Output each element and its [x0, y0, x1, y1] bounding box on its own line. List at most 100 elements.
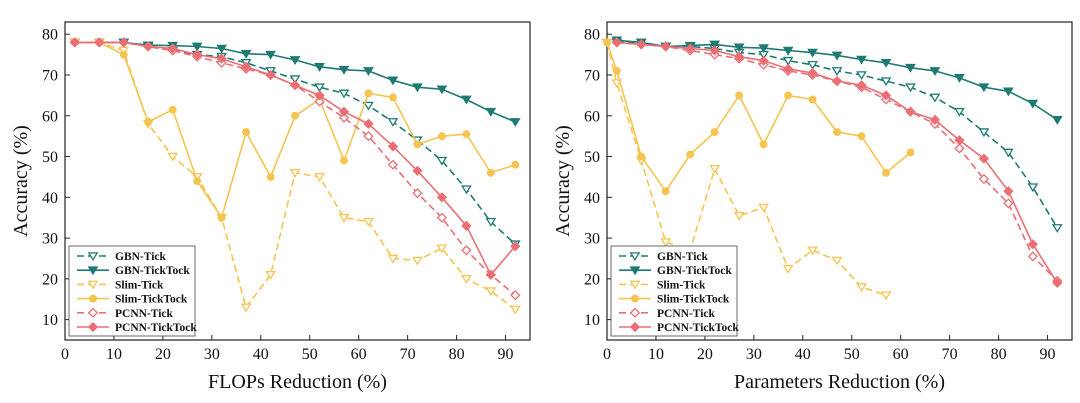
- data-point-slim-tick: [265, 270, 276, 280]
- data-point-slim-tick: [314, 173, 325, 182]
- data-point-pcnn-tick: [436, 212, 448, 223]
- data-point-slim-ticktock: [437, 132, 446, 141]
- data-point-gbn-tick: [436, 156, 448, 166]
- legend-marker-slim-tick: [629, 280, 641, 290]
- legend-marker-gbn-ticktock: [629, 266, 641, 276]
- legend-marker-gbn-ticktock: [87, 266, 99, 276]
- data-point-slim-ticktock: [217, 213, 226, 222]
- data-point-gbn-ticktock: [436, 85, 448, 95]
- data-point-slim-ticktock: [413, 140, 422, 149]
- data-point-gbn-ticktock: [412, 83, 423, 93]
- data-point-pcnn-ticktock: [510, 241, 521, 252]
- data-point-gbn-ticktock: [831, 51, 843, 61]
- data-point-gbn-ticktock: [709, 40, 721, 50]
- data-point-gbn-tick: [338, 89, 350, 99]
- data-point-slim-ticktock: [735, 91, 744, 100]
- legend-marker-pcnn-tick: [629, 307, 641, 318]
- data-point-pcnn-ticktock: [636, 39, 647, 50]
- data-point-gbn-ticktock: [856, 55, 867, 65]
- data-point-pcnn-tick: [314, 96, 325, 107]
- series-slim-ticktock: [603, 38, 915, 196]
- data-point-pcnn-tick: [387, 159, 399, 170]
- x-tick-label: 40: [253, 346, 269, 363]
- data-point-gbn-tick: [905, 83, 916, 93]
- legend-label-slim-tick: Slim-Tick: [115, 279, 164, 291]
- legend-label-slim-ticktock: Slim-TickTock: [115, 294, 188, 306]
- series-line-slim-ticktock: [606, 42, 912, 192]
- legend-label-pcnn-ticktock: PCNN-TickTock: [657, 322, 739, 334]
- legend-marker-slim-ticktock: [631, 294, 639, 303]
- data-point-gbn-tick: [461, 185, 472, 195]
- data-point-slim-ticktock: [603, 38, 611, 47]
- legend-marker-gbn-tick: [87, 252, 99, 262]
- series-pcnn-ticktock: [611, 37, 1063, 289]
- data-point-slim-ticktock: [388, 93, 397, 102]
- x-tick-label: 0: [61, 346, 69, 363]
- y-tick-label: 60: [584, 108, 600, 125]
- legend-label-pcnn-ticktock: PCNN-TickTock: [115, 322, 197, 334]
- data-point-gbn-tick: [929, 93, 941, 103]
- legend-label-slim-tick: Slim-Tick: [657, 279, 706, 291]
- legend-label-pcnn-tick: PCNN-Tick: [657, 308, 716, 320]
- data-point-slim-tick: [412, 256, 423, 266]
- data-point-pcnn-ticktock: [216, 53, 227, 64]
- data-point-pcnn-ticktock: [929, 114, 941, 125]
- data-point-pcnn-ticktock: [240, 61, 252, 72]
- legend-marker-slim-tick: [87, 280, 99, 290]
- legend-marker-slim-ticktock: [89, 294, 97, 303]
- data-point-gbn-tick: [1027, 183, 1039, 193]
- data-point-pcnn-tick: [338, 112, 350, 123]
- x-tick-label: 50: [844, 346, 860, 363]
- legend-box: [610, 245, 738, 337]
- data-point-slim-tick: [240, 303, 252, 313]
- data-point-slim-ticktock: [710, 128, 719, 137]
- data-point-slim-ticktock: [784, 91, 793, 100]
- legend-label-gbn-tick: GBN-Tick: [657, 251, 709, 263]
- data-point-pcnn-tick: [510, 290, 521, 301]
- data-point-gbn-ticktock: [954, 74, 965, 83]
- data-point-pcnn-ticktock: [436, 192, 448, 203]
- data-point-pcnn-tick: [412, 188, 423, 199]
- data-point-gbn-ticktock: [1051, 116, 1063, 125]
- data-point-slim-ticktock: [168, 105, 177, 114]
- data-point-slim-ticktock: [242, 128, 251, 137]
- chart-parameters-reduction: 0 10 20 30 40 50 60 70 80 901020304050607080Param…: [552, 21, 1073, 393]
- data-point-gbn-ticktock: [289, 56, 301, 65]
- data-point-slim-ticktock: [193, 177, 202, 185]
- data-point-pcnn-tick: [363, 131, 374, 142]
- x-tick-label: 10: [648, 346, 664, 363]
- y-tick-label: 30: [42, 231, 58, 248]
- x-tick-label: 50: [302, 346, 318, 363]
- data-point-pcnn-tick: [978, 173, 990, 185]
- data-point-slim-ticktock: [906, 148, 915, 157]
- data-point-gbn-ticktock: [338, 65, 350, 75]
- x-tick-label: 40: [795, 346, 811, 363]
- data-point-slim-tick: [289, 169, 301, 178]
- data-point-slim-ticktock: [119, 50, 128, 59]
- y-tick-label: 20: [42, 271, 58, 288]
- legend-box: [68, 245, 196, 337]
- data-point-gbn-tick: [387, 118, 399, 127]
- y-tick-label: 50: [42, 149, 58, 166]
- data-point-slim-ticktock: [462, 130, 471, 139]
- data-point-slim-tick: [461, 275, 472, 284]
- y-tick-label: 70: [42, 68, 58, 85]
- data-point-gbn-tick: [856, 71, 867, 81]
- data-point-gbn-ticktock: [461, 95, 472, 105]
- series-line-slim-ticktock: [74, 41, 516, 219]
- y-tick-label: 80: [42, 27, 58, 44]
- data-point-gbn-tick: [314, 83, 325, 93]
- data-point-gbn-tick: [363, 101, 374, 111]
- data-point-gbn-tick: [807, 61, 818, 70]
- data-point-gbn-ticktock: [733, 43, 745, 53]
- data-point-pcnn-ticktock: [831, 75, 843, 87]
- chart-flops-reduction: 0 10 20 30 40 50 60 70 80 901020304050607080FLOPs…: [10, 21, 531, 393]
- legend-marker-pcnn-ticktock: [87, 321, 99, 333]
- data-point-pcnn-ticktock: [1052, 277, 1063, 289]
- y-tick-label: 10: [42, 312, 58, 329]
- data-point-slim-ticktock: [637, 152, 646, 161]
- x-tick-label: 70: [942, 346, 958, 363]
- data-point-gbn-ticktock: [929, 67, 941, 76]
- data-point-pcnn-tick: [954, 143, 965, 154]
